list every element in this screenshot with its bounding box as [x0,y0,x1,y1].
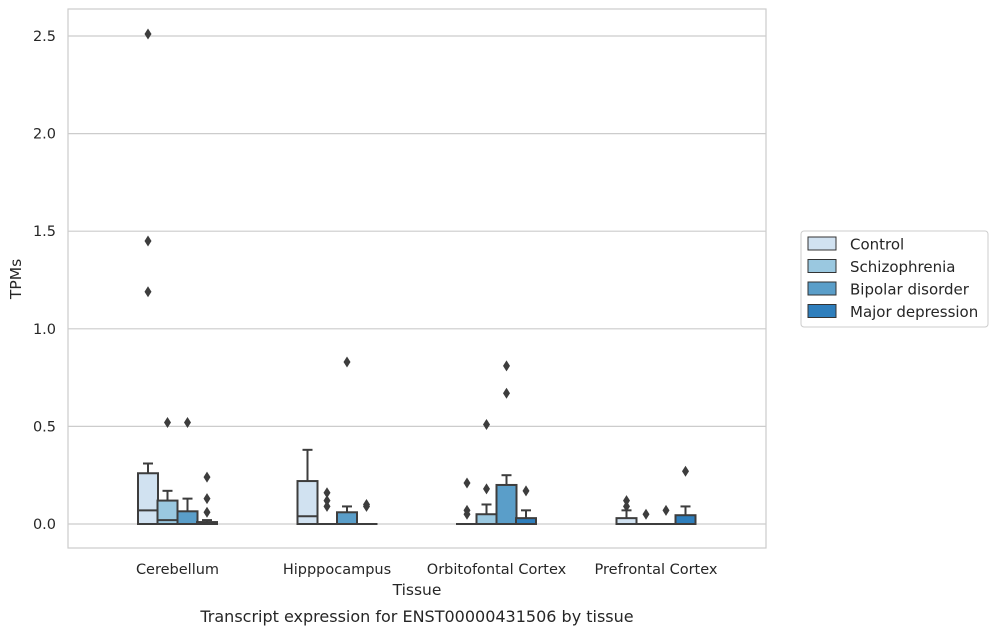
y-tick-label: 1.0 [33,322,56,338]
box-bipolar-disorder [336,356,358,526]
box-major-depression [674,465,697,526]
outlier-point [483,418,490,430]
x-tick-labels: Cerebellum Hipppocampus Orbitofontal Corte… [136,562,718,578]
box-major-depression [355,498,378,526]
x-tick-label: Cerebellum [136,562,219,578]
y-tick-labels: 0.0 0.5 1.0 1.5 2.0 2.5 [33,29,56,533]
x-tick-label: Hipppocampus [283,562,391,578]
y-tick-label: 2.5 [33,29,56,45]
outlier-point [623,500,630,512]
outlier-point [483,483,490,495]
y-tick-label: 1.5 [33,224,56,240]
outlier-point [662,504,670,516]
box-body [296,480,319,525]
box-schizophrenia [635,508,657,526]
outlier-point [184,416,191,428]
box-control [456,477,478,526]
outlier-point [642,508,650,520]
box-body [137,472,159,525]
box-major-depression [515,485,537,525]
legend-label: Control [850,236,904,254]
outlier-point [682,465,689,477]
box-control [296,448,319,525]
legend-swatch [807,236,837,251]
box-control [137,28,159,525]
outlier-point [503,387,510,399]
outlier-point [144,28,152,40]
y-axis-label: TPMs [7,259,25,300]
outlier-point [363,500,370,512]
y-tick-label: 0.5 [33,419,56,435]
chart-caption: Transcript expression for ENST0000043150… [199,607,633,626]
legend-label: Bipolar disorder [850,281,970,299]
outlier-point [323,495,331,507]
legend-swatch [807,304,837,318]
box-bipolar-disorder [176,416,199,526]
outlier-point [463,508,471,520]
box-schizophrenia [156,416,179,525]
legend-label: Major depression [850,303,978,321]
box-body [475,513,498,525]
outlier-point [503,360,510,372]
plot-frame [67,8,767,549]
box-control [615,495,638,525]
outlier-point [203,471,211,483]
box-body [336,511,358,526]
y-tick-label: 0.0 [33,517,56,533]
legend-frame [800,230,989,328]
box-body [674,514,697,526]
outlier-point [323,487,331,499]
outlier-point [323,500,331,512]
x-axis-label: Tissue [392,581,442,599]
x-tick-label: Orbitofontal Cortex [427,562,567,578]
box-series [137,28,697,526]
box-schizophrenia [316,487,338,526]
x-tick-label: Prefrontal Cortex [595,562,718,578]
box-schizophrenia [475,418,498,525]
outlier-point [463,477,471,489]
legend-label: Schizophrenia [850,258,955,276]
outlier-point [623,495,630,507]
legend-swatch [807,259,837,273]
outlier-point [203,506,211,518]
box-bipolar-disorder [495,360,518,525]
box-body [176,510,199,526]
outlier-point [144,286,152,298]
outlier-point [343,356,351,368]
box-body [495,483,518,525]
outlier-point [522,485,530,497]
y-tick-label: 2.0 [33,127,56,143]
outlier-point [144,235,152,247]
box-bipolar-disorder [655,504,677,526]
legend-swatch [807,281,837,296]
box-major-depression [196,471,218,525]
outlier-point [164,416,171,428]
outlier-point [203,493,211,505]
legend: Control Schizophrenia Bipolar disorder Majo… [800,230,989,328]
gridlines [68,35,766,525]
